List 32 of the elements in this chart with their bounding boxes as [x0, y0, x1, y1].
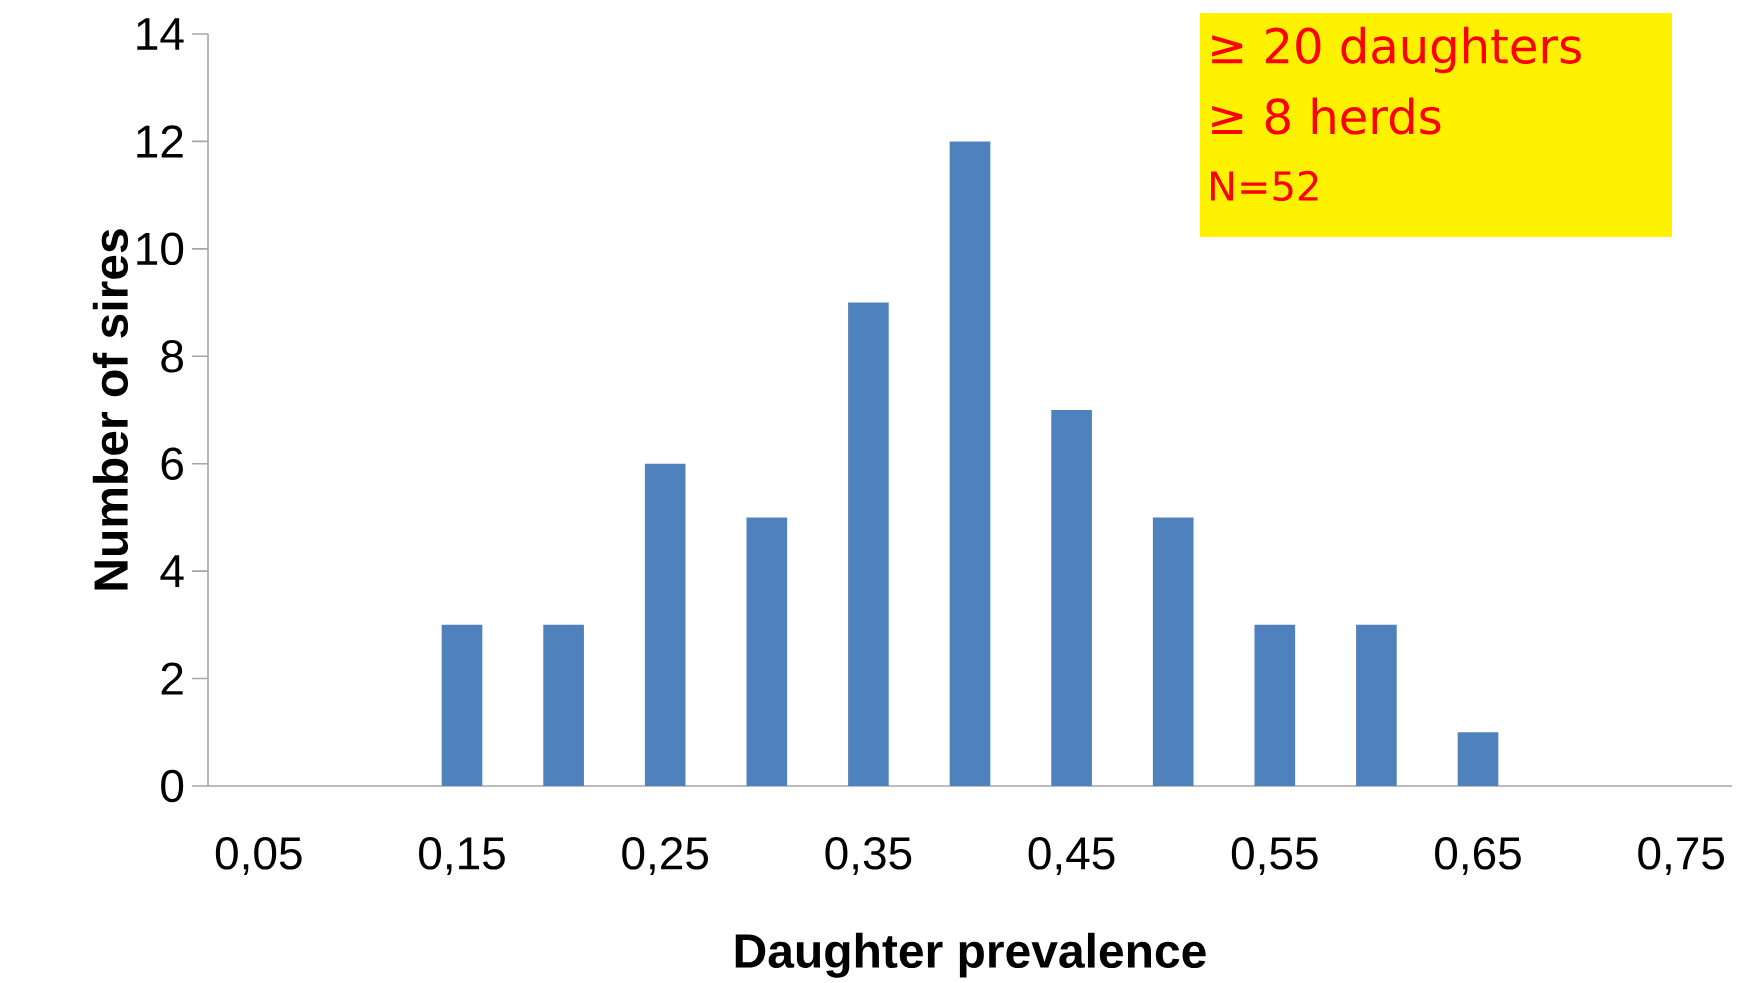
x-tick-label: 0,45	[1028, 837, 1115, 876]
y-tick-label: 0	[161, 769, 184, 803]
bar	[1457, 732, 1499, 786]
y-tick-label: 6	[161, 447, 183, 480]
x-tick-label: 0,35	[825, 837, 912, 876]
bar	[441, 624, 483, 786]
y-tick-label: 12	[137, 125, 183, 158]
x-tick-label: 0,15	[419, 837, 505, 876]
y-tick-label: 10	[137, 232, 184, 266]
y-tick-label: 14	[137, 18, 184, 50]
y-axis-title: Number of sires	[92, 229, 129, 590]
x-tick-label: 0,75	[1638, 837, 1725, 876]
bar	[848, 302, 889, 786]
bar	[746, 517, 788, 786]
bar	[949, 141, 991, 786]
y-tick-label: 4	[160, 555, 184, 587]
x-tick-label: 0,65	[1435, 837, 1521, 876]
x-tick-label: 0,55	[1231, 837, 1318, 876]
x-tick-label: 0,25	[622, 837, 709, 876]
x-tick-label: 0,05	[215, 837, 302, 876]
annotation: ≥ 20 daughters	[1212, 26, 1581, 74]
bar	[1051, 409, 1092, 786]
bar	[1356, 624, 1397, 786]
bar	[543, 624, 584, 786]
y-tick-label: 8	[161, 339, 183, 373]
bar	[1152, 517, 1194, 786]
bar	[644, 463, 686, 786]
y-tick-label: 2	[161, 662, 183, 695]
x-axis-title: Daughter prevalence	[735, 932, 1206, 978]
bar	[1254, 624, 1296, 786]
annotation: N=52	[1211, 170, 1318, 202]
annotation: ≥ 8 herds	[1212, 97, 1441, 135]
